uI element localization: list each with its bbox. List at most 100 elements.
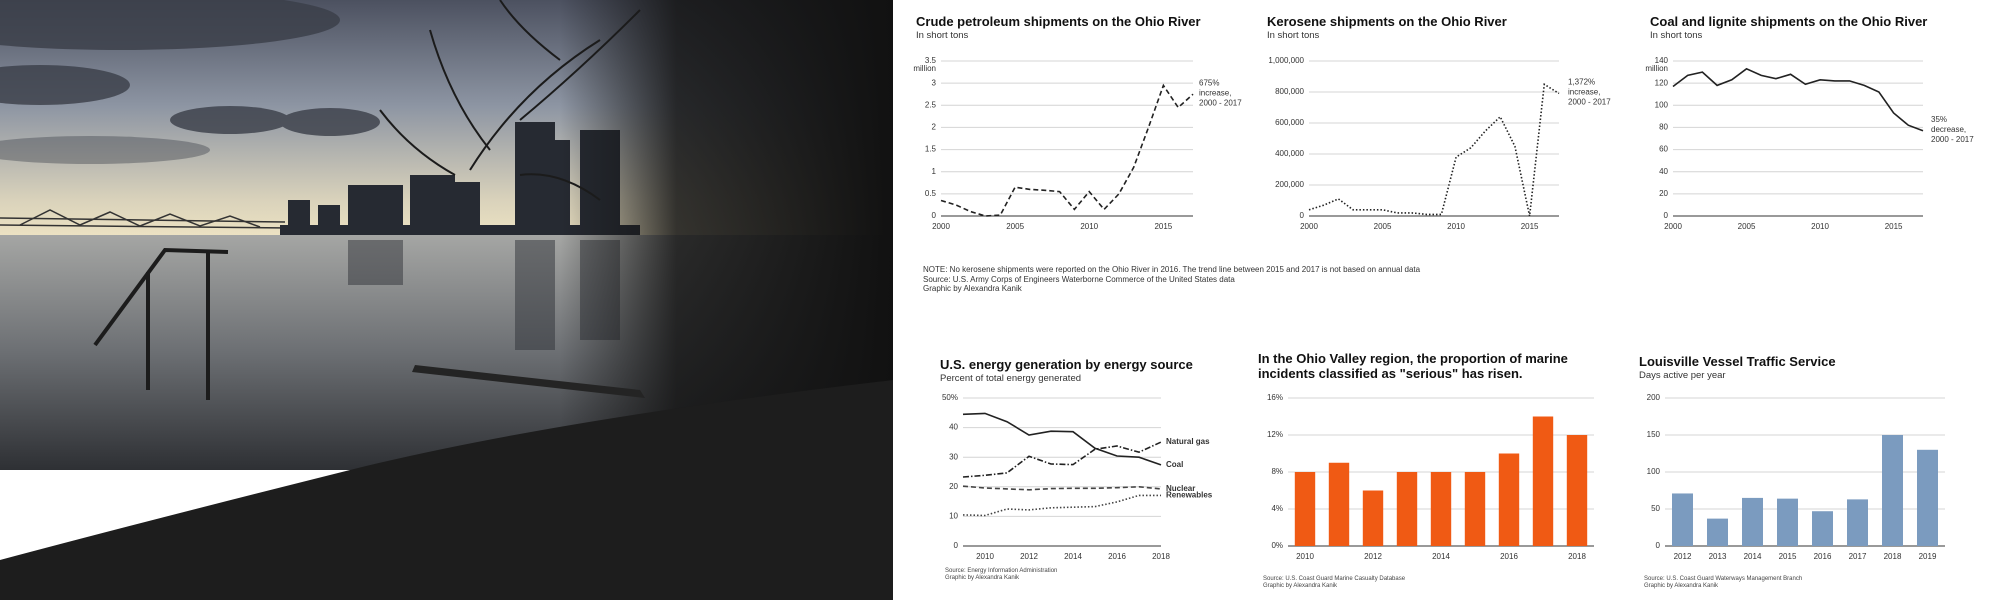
y-tick-label: 3 — [932, 78, 937, 87]
x-tick-label: 2010 — [1080, 222, 1098, 231]
y-tick-label: 1.5 — [925, 145, 937, 154]
annotation: 2000 - 2017 — [1199, 98, 1242, 107]
x-tick-label: 2018 — [1152, 552, 1170, 561]
x-tick-label: 2012 — [1674, 552, 1692, 561]
bar — [1328, 462, 1350, 546]
y-tick-label: 8% — [1271, 467, 1283, 476]
chart-subtitle: In short tons — [1267, 30, 1320, 41]
chart-title: Crude petroleum shipments on the Ohio Ri… — [916, 14, 1201, 29]
bar — [1294, 472, 1316, 546]
source: Source: U.S. Coast Guard Waterways Manag… — [1644, 576, 1803, 582]
x-tick-label: 2014 — [1064, 552, 1082, 561]
x-tick-label: 2016 — [1500, 552, 1518, 561]
line-series — [1308, 82, 1560, 217]
y-tick-label: 60 — [1659, 145, 1668, 154]
line-series — [962, 441, 1162, 478]
chart-title: Louisville Vessel Traffic Service — [1639, 354, 1836, 369]
y-tick-label: 100 — [1655, 100, 1669, 109]
x-tick-label: 2015 — [1154, 222, 1172, 231]
line-series — [940, 83, 1194, 217]
shore — [0, 380, 893, 600]
bar — [1396, 472, 1418, 546]
y-tick-label: 30 — [949, 452, 958, 461]
y-tick-label: 120 — [1655, 78, 1669, 87]
y-tick-label: 20 — [949, 482, 958, 491]
annotation: 2000 - 2017 — [1568, 98, 1611, 107]
source: Graphic by Alexandra Kanik — [1644, 583, 1719, 589]
x-tick-label: 2005 — [1006, 222, 1024, 231]
bar — [1498, 453, 1520, 546]
annotation: 675% — [1199, 78, 1219, 87]
x-tick-label: 2000 — [1664, 222, 1682, 231]
y-tick-label: 2 — [932, 123, 937, 132]
x-tick-label: 2005 — [1738, 222, 1756, 231]
y-tick-label: 40 — [1659, 167, 1668, 176]
note: Graphic by Alexandra Kanik — [923, 284, 1022, 293]
chart-subtitle: Days active per year — [1639, 370, 1726, 381]
x-tick-label: 2015 — [1779, 552, 1797, 561]
y-unit-label: million — [1645, 64, 1668, 73]
clouds — [0, 0, 380, 164]
y-tick-label: 50% — [942, 393, 958, 402]
chart-title: Coal and lignite shipments on the Ohio R… — [1650, 14, 1928, 29]
x-tick-label: 2015 — [1521, 222, 1539, 231]
x-tick-label: 2010 — [976, 552, 994, 561]
y-tick-label: 800,000 — [1275, 87, 1304, 96]
y-tick-label: 80 — [1659, 123, 1668, 132]
bar — [1566, 435, 1588, 546]
y-tick-label: 3.5 — [925, 56, 937, 65]
chart-subtitle: Percent of total energy generated — [940, 373, 1082, 384]
legend-label: Nuclear — [1166, 484, 1195, 493]
annotation: decrease, — [1931, 125, 1966, 134]
log — [412, 365, 645, 398]
branches — [379, 0, 641, 201]
chart-title: Kerosene shipments on the Ohio River — [1267, 14, 1507, 29]
bar — [1430, 472, 1452, 546]
legend-label: Natural gas — [1166, 437, 1210, 446]
bar — [1362, 490, 1384, 546]
x-tick-label: 2013 — [1709, 552, 1727, 561]
x-tick-label: 2018 — [1568, 552, 1586, 561]
y-tick-label: 20 — [1659, 189, 1668, 198]
bar — [1742, 497, 1763, 546]
source: Source: U.S. Coast Guard Marine Casualty… — [1263, 576, 1406, 582]
x-tick-label: 2000 — [932, 222, 950, 231]
bar — [1532, 416, 1554, 546]
bar — [1464, 472, 1486, 546]
chart-subtitle: In short tons — [916, 30, 969, 41]
x-tick-label: 2015 — [1885, 222, 1903, 231]
y-tick-label: 16% — [1267, 393, 1283, 402]
y-tick-label: 0% — [1271, 541, 1283, 550]
bar — [1777, 498, 1798, 546]
line-series — [962, 412, 1162, 466]
annotation: increase, — [1199, 88, 1231, 97]
y-tick-label: 10 — [949, 512, 958, 521]
x-tick-label: 2010 — [1296, 552, 1314, 561]
y-tick-label: 400,000 — [1275, 149, 1304, 158]
x-tick-label: 2010 — [1811, 222, 1829, 231]
annotation: 2000 - 2017 — [1931, 135, 1974, 144]
y-tick-label: 200 — [1647, 393, 1661, 402]
x-tick-label: 2014 — [1432, 552, 1450, 561]
x-tick-label: 2005 — [1374, 222, 1392, 231]
y-tick-label: 1,000,000 — [1268, 56, 1304, 65]
x-tick-label: 2012 — [1364, 552, 1382, 561]
y-tick-label: 1 — [932, 167, 937, 176]
chart-title: U.S. energy generation by energy source — [940, 357, 1193, 372]
railing — [93, 247, 229, 400]
bar — [1707, 518, 1728, 546]
y-tick-label: 0 — [954, 541, 959, 550]
x-tick-label: 2016 — [1814, 552, 1832, 561]
y-tick-label: 150 — [1647, 430, 1661, 439]
y-tick-label: 140 — [1655, 56, 1669, 65]
y-tick-label: 0 — [932, 211, 937, 220]
legend-label: Renewables — [1166, 490, 1213, 499]
y-unit-label: million — [913, 64, 936, 73]
y-tick-label: 100 — [1647, 467, 1661, 476]
line-series — [962, 485, 1162, 491]
y-tick-label: 600,000 — [1275, 118, 1304, 127]
bar — [1882, 435, 1903, 546]
x-tick-label: 2010 — [1447, 222, 1465, 231]
note: NOTE: No kerosene shipments were reporte… — [923, 265, 1421, 274]
